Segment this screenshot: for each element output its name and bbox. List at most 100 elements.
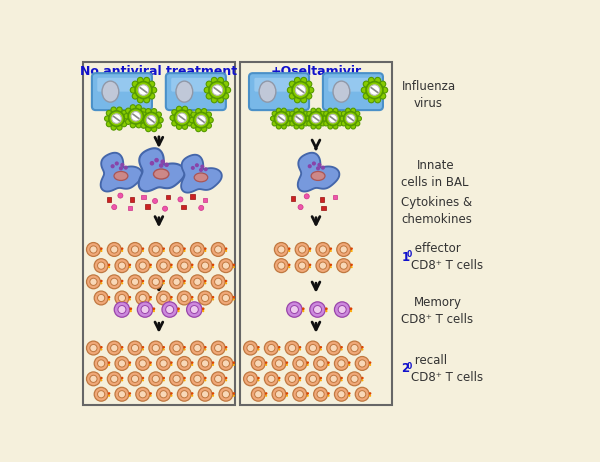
- Circle shape: [191, 364, 193, 366]
- Circle shape: [218, 97, 224, 103]
- Circle shape: [100, 379, 103, 382]
- Circle shape: [198, 259, 212, 273]
- Circle shape: [223, 81, 229, 87]
- Circle shape: [299, 262, 306, 269]
- Circle shape: [181, 262, 188, 269]
- Circle shape: [130, 105, 136, 110]
- Circle shape: [233, 361, 235, 364]
- Ellipse shape: [118, 347, 122, 349]
- Circle shape: [366, 82, 383, 98]
- Circle shape: [319, 262, 326, 269]
- Circle shape: [215, 246, 222, 253]
- Circle shape: [129, 298, 131, 301]
- Circle shape: [333, 124, 338, 129]
- Circle shape: [109, 111, 124, 126]
- Ellipse shape: [254, 377, 259, 380]
- Circle shape: [136, 122, 142, 128]
- Circle shape: [115, 357, 129, 371]
- Circle shape: [190, 243, 205, 256]
- Circle shape: [184, 248, 186, 250]
- Circle shape: [110, 278, 118, 286]
- Circle shape: [110, 345, 118, 352]
- Circle shape: [299, 246, 306, 253]
- Circle shape: [281, 108, 286, 113]
- Circle shape: [128, 341, 142, 355]
- Circle shape: [292, 82, 309, 98]
- Circle shape: [289, 93, 295, 99]
- Ellipse shape: [194, 173, 208, 182]
- Circle shape: [328, 395, 329, 397]
- Circle shape: [320, 111, 325, 116]
- Circle shape: [277, 114, 286, 123]
- Circle shape: [149, 243, 163, 256]
- Circle shape: [129, 266, 131, 268]
- Ellipse shape: [275, 347, 279, 349]
- Circle shape: [219, 259, 233, 273]
- Circle shape: [189, 117, 194, 123]
- Circle shape: [212, 263, 214, 266]
- Circle shape: [199, 168, 203, 172]
- Circle shape: [222, 391, 229, 398]
- Circle shape: [151, 126, 157, 132]
- Circle shape: [306, 341, 320, 355]
- Circle shape: [314, 305, 322, 314]
- Ellipse shape: [139, 377, 143, 380]
- Circle shape: [311, 108, 316, 113]
- Circle shape: [294, 124, 299, 129]
- Circle shape: [110, 246, 118, 253]
- Circle shape: [191, 112, 196, 117]
- Circle shape: [219, 291, 233, 305]
- Bar: [166, 195, 170, 200]
- Ellipse shape: [262, 362, 266, 365]
- Circle shape: [244, 341, 257, 355]
- Circle shape: [100, 377, 103, 379]
- Circle shape: [163, 248, 165, 250]
- Circle shape: [138, 85, 149, 95]
- Circle shape: [211, 275, 225, 289]
- Ellipse shape: [139, 248, 143, 251]
- Circle shape: [178, 357, 191, 371]
- Circle shape: [321, 165, 325, 170]
- Circle shape: [194, 375, 201, 383]
- Circle shape: [173, 375, 180, 383]
- Circle shape: [184, 379, 185, 382]
- Circle shape: [142, 280, 144, 282]
- Circle shape: [346, 124, 350, 129]
- Ellipse shape: [254, 347, 259, 349]
- Circle shape: [121, 282, 123, 285]
- Ellipse shape: [366, 393, 370, 395]
- Circle shape: [285, 341, 299, 355]
- Circle shape: [350, 266, 353, 268]
- Circle shape: [159, 163, 164, 168]
- Circle shape: [111, 125, 116, 130]
- Circle shape: [350, 248, 353, 250]
- Circle shape: [142, 282, 144, 285]
- Circle shape: [139, 391, 146, 398]
- Circle shape: [106, 110, 112, 116]
- Circle shape: [225, 282, 227, 285]
- Circle shape: [202, 360, 209, 367]
- Circle shape: [202, 294, 209, 302]
- Circle shape: [312, 161, 316, 165]
- Circle shape: [265, 372, 278, 386]
- Circle shape: [196, 109, 201, 114]
- Circle shape: [257, 348, 260, 351]
- Circle shape: [299, 379, 301, 382]
- Ellipse shape: [126, 362, 130, 365]
- Circle shape: [301, 97, 307, 103]
- Circle shape: [215, 278, 222, 286]
- Circle shape: [327, 341, 341, 355]
- Ellipse shape: [118, 280, 122, 283]
- Circle shape: [170, 298, 173, 301]
- Circle shape: [160, 159, 165, 164]
- Circle shape: [170, 263, 173, 266]
- Circle shape: [340, 116, 344, 121]
- Circle shape: [272, 111, 277, 116]
- Circle shape: [341, 348, 343, 351]
- Ellipse shape: [139, 280, 143, 283]
- Circle shape: [149, 263, 152, 266]
- Circle shape: [174, 110, 190, 126]
- Ellipse shape: [97, 248, 101, 251]
- Circle shape: [320, 121, 325, 126]
- Circle shape: [190, 275, 205, 289]
